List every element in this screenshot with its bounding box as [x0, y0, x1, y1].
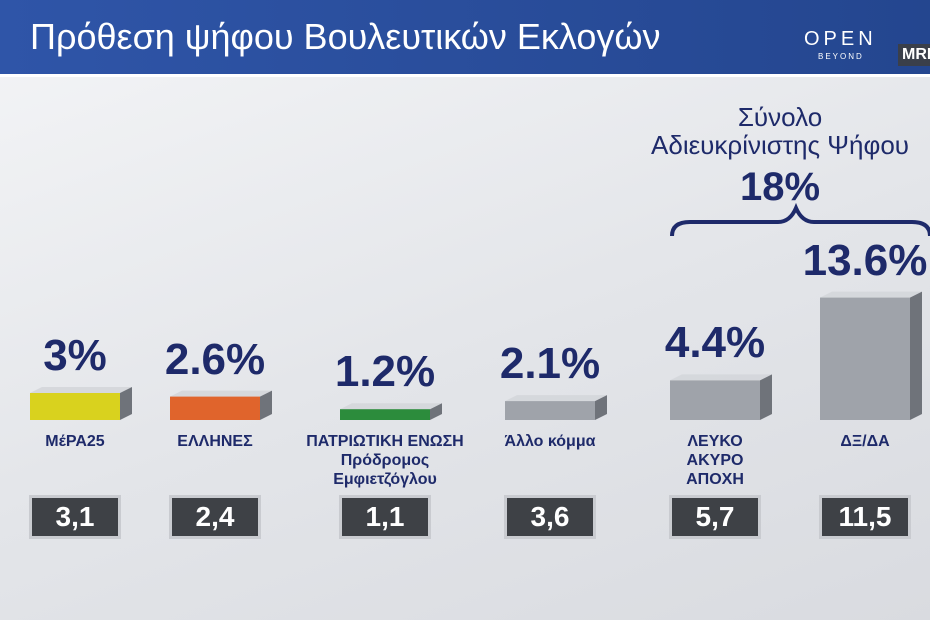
- bar: [340, 409, 430, 420]
- value-label: 2.6%: [164, 334, 266, 384]
- header-band: [0, 0, 930, 77]
- brace: [670, 202, 930, 237]
- value-label: 13.6%: [802, 235, 928, 285]
- bar-top: [820, 291, 922, 298]
- header-title: Πρόθεση ψήφου Βουλευτικών Εκλογών: [30, 16, 661, 57]
- bar-side: [260, 390, 272, 420]
- previous-value: 11,5: [819, 495, 911, 539]
- bar-side: [430, 403, 442, 420]
- bar-top: [670, 374, 772, 381]
- bar-side: [595, 395, 607, 420]
- annotation-value: 18%: [739, 165, 821, 209]
- value-label: 1.2%: [334, 347, 436, 397]
- bar-top: [340, 403, 442, 410]
- value-label: 3%: [43, 331, 107, 380]
- category-label: ΜέΡΑ25: [45, 433, 105, 450]
- bar-side: [910, 291, 922, 420]
- bar: [30, 393, 120, 420]
- bar-top: [505, 395, 607, 402]
- category-label: ΕΛΛΗΝΕΣ: [177, 433, 253, 450]
- bar: [670, 380, 760, 420]
- logo2: MRB: [898, 44, 930, 66]
- previous-value: 3,6: [504, 495, 596, 539]
- previous-value: 1,1: [339, 495, 431, 539]
- value-label: 2.1%: [499, 339, 601, 389]
- bar: [820, 297, 910, 420]
- bar: [170, 396, 260, 420]
- category-label: Άλλο κόμμα: [504, 433, 596, 450]
- value-label: 4.4%: [664, 318, 766, 368]
- bar-side: [120, 387, 132, 420]
- category-label: ΛΕΥΚΟ ΑΚΥΡΟ ΑΠΟΧΗ: [686, 433, 744, 488]
- bar-top: [170, 390, 272, 397]
- previous-value: 5,7: [669, 495, 761, 539]
- bar-top: [30, 387, 132, 393]
- annotation: Σύνολο Αδιευκρίνιστης Ψήφου: [651, 102, 909, 160]
- category-label: ΔΞ/ΔΑ: [840, 433, 890, 450]
- logo: OPEN: [804, 28, 877, 50]
- previous-value: 3,1: [29, 495, 121, 539]
- bar-side: [760, 374, 772, 420]
- bar: [505, 401, 595, 420]
- logo-sub: BEYOND: [818, 52, 864, 61]
- previous-value: 2,4: [169, 495, 261, 539]
- category-label: ΠΑΤΡΙΩΤΙΚΗ ΕΝΩΣΗ Πρόδρομος Εμφιετζόγλου: [306, 433, 464, 488]
